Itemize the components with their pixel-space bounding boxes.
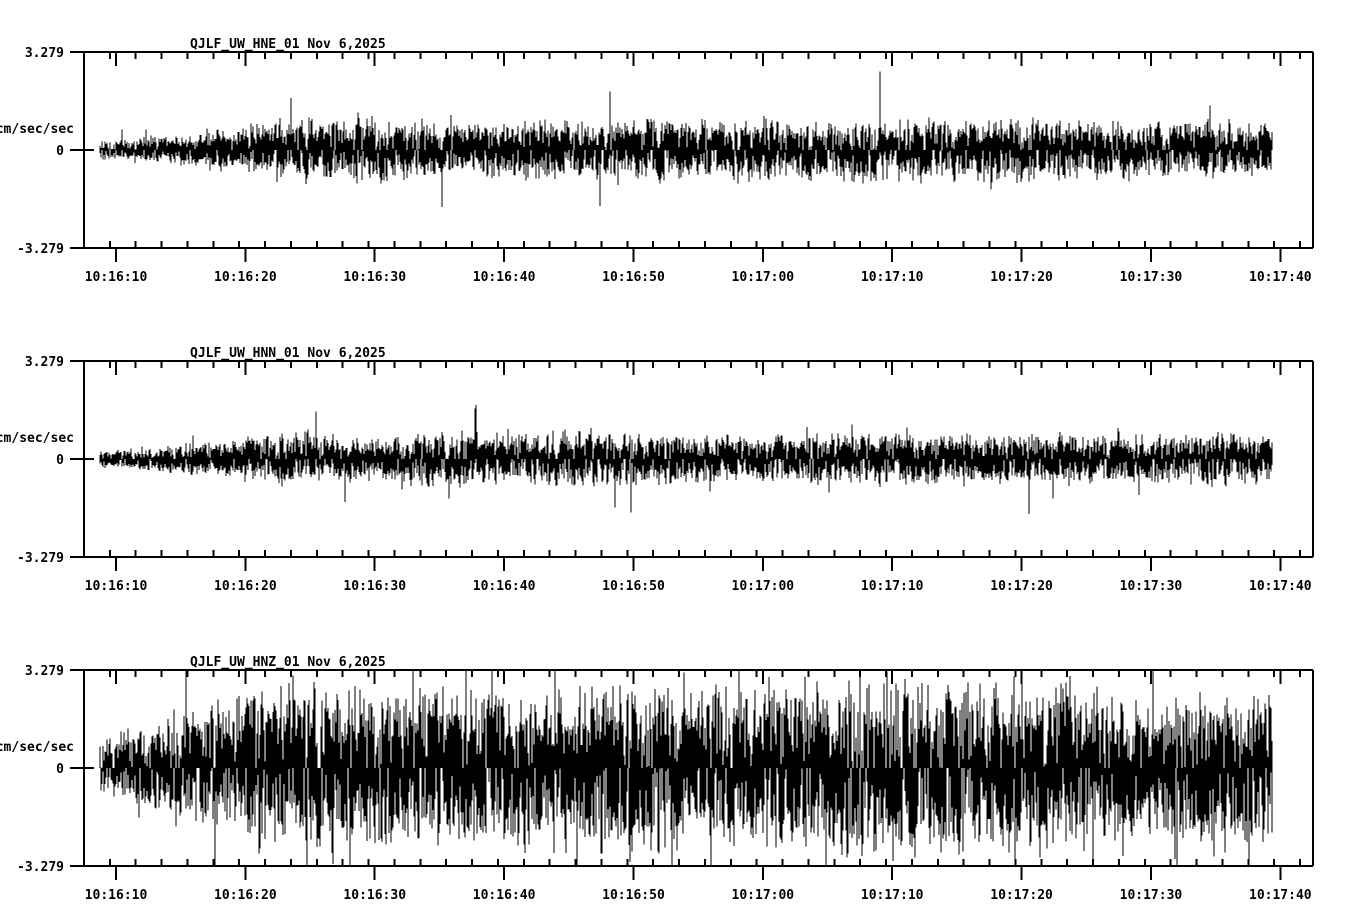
x-axis-ticks	[83, 670, 1302, 880]
x-axis-tick-label: 10:17:20	[990, 888, 1053, 903]
x-axis-tick-label: 10:16:20	[214, 888, 277, 903]
plot-frame	[83, 51, 1314, 249]
x-axis-tick-label: 10:17:30	[1120, 270, 1183, 285]
x-axis-tick-label: 10:16:30	[343, 270, 406, 285]
y-axis-zero-label: 0	[56, 144, 64, 159]
x-axis-tick-label: 10:16:50	[602, 579, 665, 594]
panel-title: QJLF_UW_HNE_01 Nov 6,2025	[190, 37, 386, 52]
x-axis-tick-label: 10:16:10	[85, 270, 148, 285]
x-axis-tick-label: 10:17:30	[1120, 579, 1183, 594]
y-axis-ticks	[70, 360, 94, 558]
x-axis-tick-label: 10:16:30	[343, 579, 406, 594]
y-axis-zero-label: 0	[56, 453, 64, 468]
waveform-trace	[99, 670, 1273, 866]
x-axis-tick-label: 10:16:30	[343, 888, 406, 903]
x-axis-ticks	[83, 361, 1302, 571]
x-axis-tick-label: 10:17:10	[861, 270, 924, 285]
y-axis-unit-label: cm/sec/sec	[0, 740, 74, 755]
y-axis-ticks	[70, 669, 94, 867]
y-axis-max-label: 3.279	[25, 46, 64, 61]
y-axis-min-label: -3.279	[17, 551, 64, 566]
panel-title: QJLF_UW_HNN_01 Nov 6,2025	[190, 346, 386, 361]
x-axis-tick-label: 10:17:20	[990, 579, 1053, 594]
x-axis-tick-label: 10:16:50	[602, 270, 665, 285]
plot-frame	[83, 669, 1314, 867]
y-axis-ticks	[70, 51, 94, 249]
x-axis-tick-label: 10:16:10	[85, 579, 148, 594]
x-axis-tick-label: 10:16:20	[214, 270, 277, 285]
x-axis-tick-label: 10:17:40	[1249, 270, 1312, 285]
y-axis-min-label: -3.279	[17, 242, 64, 257]
y-axis-unit-label: cm/sec/sec	[0, 431, 74, 446]
x-axis-tick-label: 10:17:00	[732, 888, 795, 903]
x-axis-tick-label: 10:17:10	[861, 888, 924, 903]
x-axis-tick-label: 10:17:00	[732, 270, 795, 285]
y-axis-max-label: 3.279	[25, 664, 64, 679]
x-axis-tick-label: 10:16:40	[473, 888, 536, 903]
x-axis-tick-label: 10:17:20	[990, 270, 1053, 285]
x-axis-tick-label: 10:16:20	[214, 579, 277, 594]
panel-title: QJLF_UW_HNZ_01 Nov 6,2025	[190, 655, 386, 670]
y-axis-unit-label: cm/sec/sec	[0, 122, 74, 137]
x-axis-tick-label: 10:16:50	[602, 888, 665, 903]
y-axis-zero-label: 0	[56, 762, 64, 777]
waveform-trace	[99, 404, 1273, 515]
x-axis-tick-label: 10:16:40	[473, 579, 536, 594]
x-axis-ticks	[83, 52, 1302, 262]
x-axis-tick-label: 10:16:10	[85, 888, 148, 903]
plot-frame	[83, 360, 1314, 558]
y-axis-max-label: 3.279	[25, 355, 64, 370]
x-axis-tick-label: 10:17:10	[861, 579, 924, 594]
y-axis-min-label: -3.279	[17, 860, 64, 875]
x-axis-tick-label: 10:17:40	[1249, 888, 1312, 903]
x-axis-tick-label: 10:17:30	[1120, 888, 1183, 903]
x-axis-tick-label: 10:17:40	[1249, 579, 1312, 594]
waveform-trace	[99, 71, 1273, 207]
x-axis-tick-label: 10:17:00	[732, 579, 795, 594]
x-axis-tick-label: 10:16:40	[473, 270, 536, 285]
